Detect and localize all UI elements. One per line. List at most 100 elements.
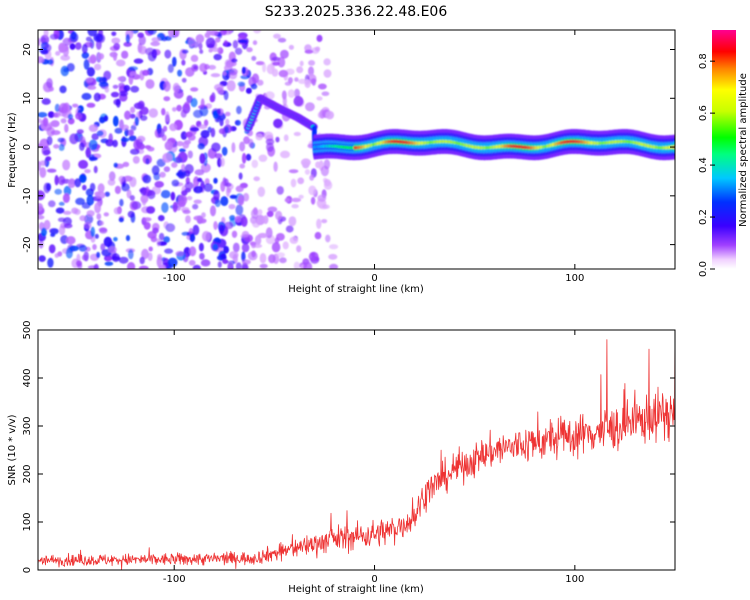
spectrogram-noise-cell [283, 134, 289, 142]
spectrogram-noise-cell [265, 138, 275, 146]
spectrogram-noise-cell [112, 51, 118, 62]
spectrogram-noise-cell [248, 138, 254, 148]
spectrogram-noise-cell [40, 37, 47, 43]
spectrogram-noise-cell [187, 37, 195, 48]
spectrogram-noise-cell [41, 98, 51, 105]
spectrogram-noise-cell [62, 210, 72, 215]
spectrogram-noise-cell [120, 137, 130, 142]
spectrogram-noise-cell [156, 238, 161, 247]
spectrogram-noise-cell [38, 203, 44, 212]
spectrogram-noise-cell [68, 178, 76, 189]
spectrogram-noise-cell [224, 126, 229, 134]
spectrogram-noise-cell [181, 49, 189, 54]
spectrogram-noise-cell [293, 261, 300, 269]
spectrogram-noise-cell [160, 190, 171, 199]
spectrogram-noise-cell [229, 194, 238, 199]
spectrogram-noise-cell [148, 108, 158, 118]
spectrogram-noise-cell [263, 131, 274, 140]
spectrogram-noise-cell [213, 190, 220, 201]
spectrogram-noise-cell [308, 185, 317, 196]
spectrogram-noise-cell [128, 135, 137, 142]
spectrogram-noise-cell [253, 176, 260, 182]
spectrogram-noise-cell [75, 112, 82, 120]
spectrogram-noise-cell [178, 200, 186, 208]
spectrogram-noise-cell [237, 39, 248, 44]
spectrogram-noise-cell [118, 217, 124, 223]
spectrogram-noise-cell [79, 142, 85, 151]
colorbar-label: Normalized spectral amplitude [738, 73, 749, 227]
spectrogram-noise-cell [275, 210, 283, 221]
spectrogram-noise-cell [38, 56, 45, 64]
spectrogram-noise-cell [127, 262, 136, 269]
spectrogram-noise-cell [284, 81, 292, 86]
colorbar-ticks: 0.0 0.2 0.4 0.6 0.8 [698, 53, 715, 277]
spectrogram-noise-cell [235, 204, 244, 216]
spectrogram-noise-cell [42, 117, 49, 127]
spectrogram-noise-cell [110, 91, 120, 98]
spectrogram-noise-cell [316, 96, 323, 101]
snr-frame [37, 329, 676, 571]
spectrogram-noise-cell [300, 158, 311, 167]
spectrogram-noise-cell [87, 85, 97, 90]
spectrogram-noise-cell [263, 215, 269, 225]
snr-x-tick-label: 100 [565, 574, 584, 585]
spectrogram-noise-cell [99, 227, 108, 234]
spectrogram-x-tick-label: -100 [163, 273, 186, 284]
spectrogram-noise-cell [57, 251, 63, 257]
spectrogram-noise-cell [172, 56, 177, 67]
spectrogram-noise-cell [325, 234, 331, 243]
spectrogram-noise-cell [197, 218, 207, 224]
spectrogram-noise-cell [275, 136, 280, 143]
spectrogram-noise-cell [117, 76, 124, 81]
spectrogram-noise-cell [190, 87, 199, 92]
spectrogram-noise-cell [171, 179, 180, 187]
spectrogram-noise-cell [129, 113, 136, 119]
spectrogram-noise-cell [231, 142, 236, 153]
spectrogram-noise-cell [316, 34, 323, 43]
spectrogram-noise-cell [282, 241, 289, 250]
spectrogram-noise-cell [231, 230, 238, 238]
spectrogram-noise-cell [218, 224, 225, 235]
spectrogram-noise-cell [198, 242, 204, 252]
spectrogram-noise-cell [316, 218, 322, 229]
spectrogram-noise-cell [99, 220, 104, 226]
spectrogram-noise-cell [113, 162, 119, 168]
spectrogram-noise-cell [220, 196, 229, 207]
spectrogram-noise-cell [47, 122, 57, 127]
spectrogram-noise-cell [111, 253, 120, 263]
spectrogram-noise-cell [241, 152, 247, 164]
spectrogram-noise-cell [57, 137, 65, 143]
spectrogram-noise-cell [38, 112, 48, 118]
spectrogram-noise-cell [203, 119, 209, 127]
spectrogram-noise-cell [238, 172, 243, 180]
spectrogram-noise-cell [182, 141, 190, 149]
spectrogram-noise-cell [323, 58, 331, 66]
spectrogram-noise-cell [196, 177, 203, 183]
spectrogram-noise-cell [54, 112, 61, 118]
spectrogram-noise-cell [151, 165, 160, 176]
snr-ylabel: SNR (10 * v/v) [7, 414, 18, 485]
colorbar-tick-label: 0.0 [698, 261, 709, 277]
spectrogram-noise-cell [162, 152, 173, 163]
snr-x-tick-label: -100 [163, 574, 186, 585]
snr-y-tick-label: 100 [22, 512, 33, 531]
spectrogram-noise-cell [249, 241, 257, 246]
spectrogram-noise-cell [159, 171, 166, 178]
spectrogram-noise-cell [194, 169, 205, 176]
spectrogram-noise-cell [225, 111, 231, 117]
spectrogram-noise-cell [251, 219, 261, 228]
spectrogram-noise-cell [310, 78, 317, 84]
spectrogram-noise-cell [186, 196, 193, 201]
spectrogram-noise-cell [140, 106, 149, 115]
spectrogram-noise-cell [214, 199, 221, 208]
spectrogram-noise-cell [88, 139, 98, 151]
spectrogram-noise-cell [214, 237, 221, 243]
spectrogram-noise-cell [294, 77, 299, 82]
spectrogram-noise-cell [93, 33, 104, 43]
spectrogram-noise-cell [129, 176, 137, 188]
spectrogram-noise-cell [321, 219, 328, 224]
spectrogram-noise-cell [257, 186, 266, 197]
spectrogram-noise-cell [142, 69, 150, 76]
spectrogram-noise-cell [321, 91, 330, 96]
spectrogram-noise-cell [172, 107, 177, 112]
